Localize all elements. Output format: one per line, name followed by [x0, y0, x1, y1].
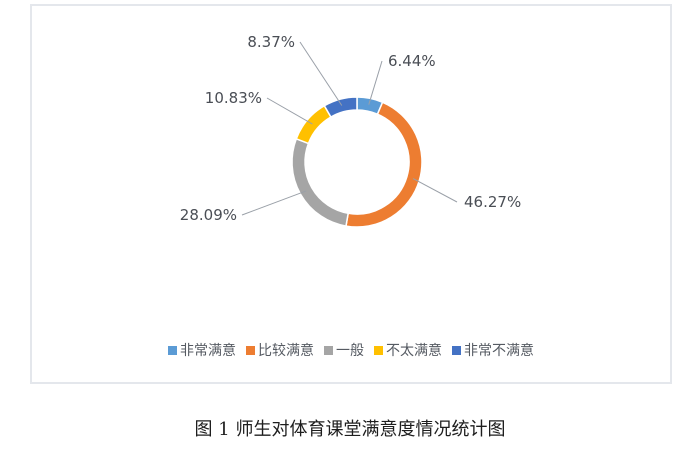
chart-frame: 6.44% 46.27% 28.09% 10.83% 8.37% 非常满意 比较满意 一般 不… [30, 4, 672, 384]
legend-swatch [168, 345, 177, 355]
data-label-4: 10.83% [205, 89, 262, 107]
leader-line-4 [266, 97, 313, 125]
donut-slice-3 [291, 137, 350, 227]
legend-swatch [452, 345, 461, 355]
legend-label: 一般 [336, 343, 364, 359]
legend-item-3: 一般 [324, 340, 364, 360]
chart-legend: 非常满意 比较满意 一般 不太满意 非常不满意 [32, 340, 670, 360]
legend-swatch [374, 345, 383, 355]
leader-line-2 [412, 178, 458, 203]
figure-caption: 图 1 师生对体育课堂满意度情况统计图 [194, 419, 506, 440]
legend-label: 不太满意 [386, 343, 442, 359]
legend-item-2: 比较满意 [246, 340, 314, 360]
legend-label: 非常不满意 [464, 343, 534, 359]
donut-slice-5 [323, 96, 358, 119]
leader-line-3 [241, 190, 307, 216]
legend-label: 非常满意 [180, 343, 236, 359]
legend-item-1: 非常满意 [168, 340, 236, 360]
data-label-1: 6.44% [388, 52, 436, 70]
legend-label: 比较满意 [258, 343, 314, 359]
data-label-3: 28.09% [180, 206, 237, 224]
donut-slice-2 [345, 101, 423, 228]
legend-swatch [324, 345, 333, 355]
data-label-2: 46.27% [464, 193, 521, 211]
leader-line-1 [368, 60, 383, 105]
legend-swatch [246, 345, 255, 355]
leader-line-5 [299, 41, 343, 106]
donut-slice-4 [295, 104, 332, 145]
donut-chart: 6.44% 46.27% 28.09% 10.83% 8.37% [180, 33, 521, 228]
legend-item-5: 非常不满意 [452, 340, 534, 360]
legend-item-4: 不太满意 [374, 340, 442, 360]
data-label-5: 8.37% [247, 33, 295, 51]
